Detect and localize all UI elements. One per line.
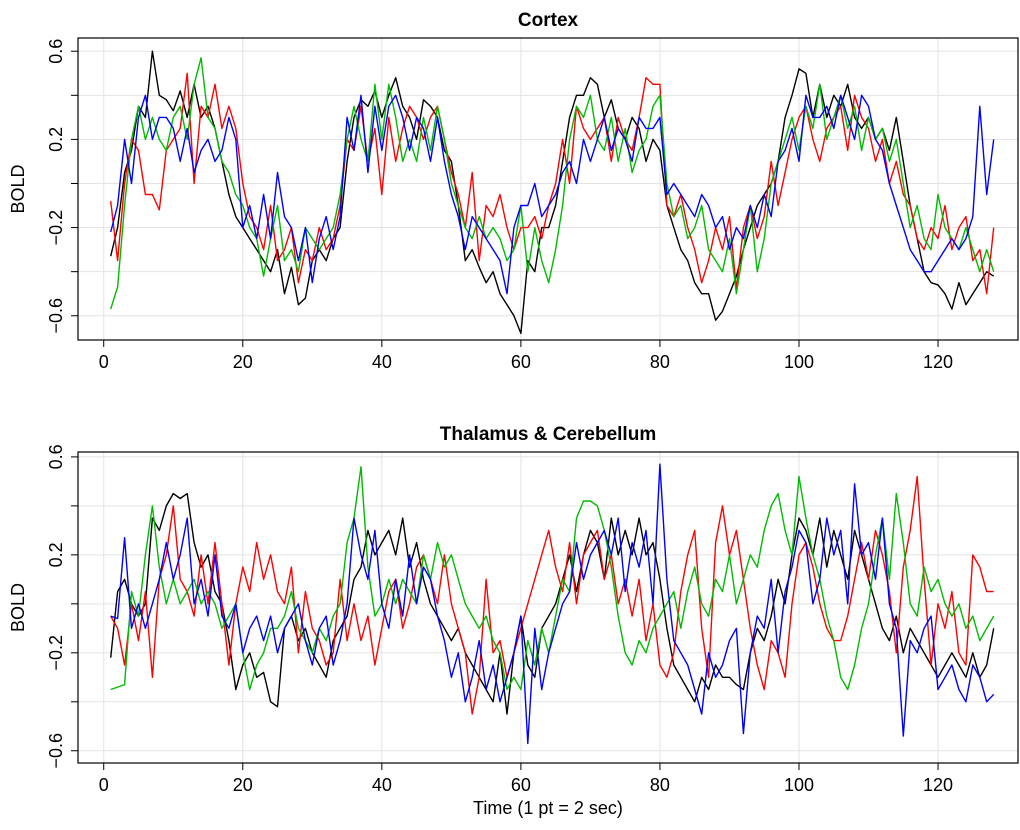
x-tick-label: 20 xyxy=(233,775,253,795)
y-tick-label: −0.6 xyxy=(46,733,66,769)
series-line xyxy=(110,57,995,310)
series-line xyxy=(110,50,995,335)
y-axis-label: BOLD xyxy=(8,583,28,632)
series-line xyxy=(110,475,994,715)
y-tick-label: 0.2 xyxy=(46,127,66,152)
y-tick-label: −0.6 xyxy=(46,298,66,334)
x-tick-label: 120 xyxy=(923,775,953,795)
x-tick-label: 80 xyxy=(650,352,670,372)
plot-frame xyxy=(77,451,1019,764)
x-tick-label: 40 xyxy=(372,352,392,372)
series-line xyxy=(110,463,995,745)
x-tick-label: 20 xyxy=(233,352,253,372)
series-line xyxy=(110,492,995,715)
x-tick-label: 100 xyxy=(784,352,814,372)
y-tick-label: 0.2 xyxy=(46,542,66,567)
x-tick-label: 60 xyxy=(511,352,531,372)
x-tick-label: 40 xyxy=(372,775,392,795)
plot-frame xyxy=(77,37,1019,341)
x-tick-label: 0 xyxy=(99,775,109,795)
x-tick-label: 100 xyxy=(784,775,814,795)
chart-title: Thalamus & Cerebellum xyxy=(440,424,656,445)
y-axis-label: BOLD xyxy=(8,164,28,213)
series-line xyxy=(110,94,995,295)
x-axis-label: Time (1 pt = 2 sec) xyxy=(473,798,623,818)
x-tick-label: 120 xyxy=(923,352,953,372)
y-tick-label: −0.2 xyxy=(46,635,66,671)
x-tick-label: 0 xyxy=(99,352,109,372)
y-tick-label: 0.6 xyxy=(46,39,66,64)
x-tick-label: 80 xyxy=(650,775,670,795)
x-tick-label: 60 xyxy=(511,775,531,795)
y-tick-label: 0.6 xyxy=(46,444,66,469)
chart-title: Cortex xyxy=(518,10,579,31)
series-line xyxy=(110,466,995,691)
y-tick-label: −0.2 xyxy=(46,210,66,246)
